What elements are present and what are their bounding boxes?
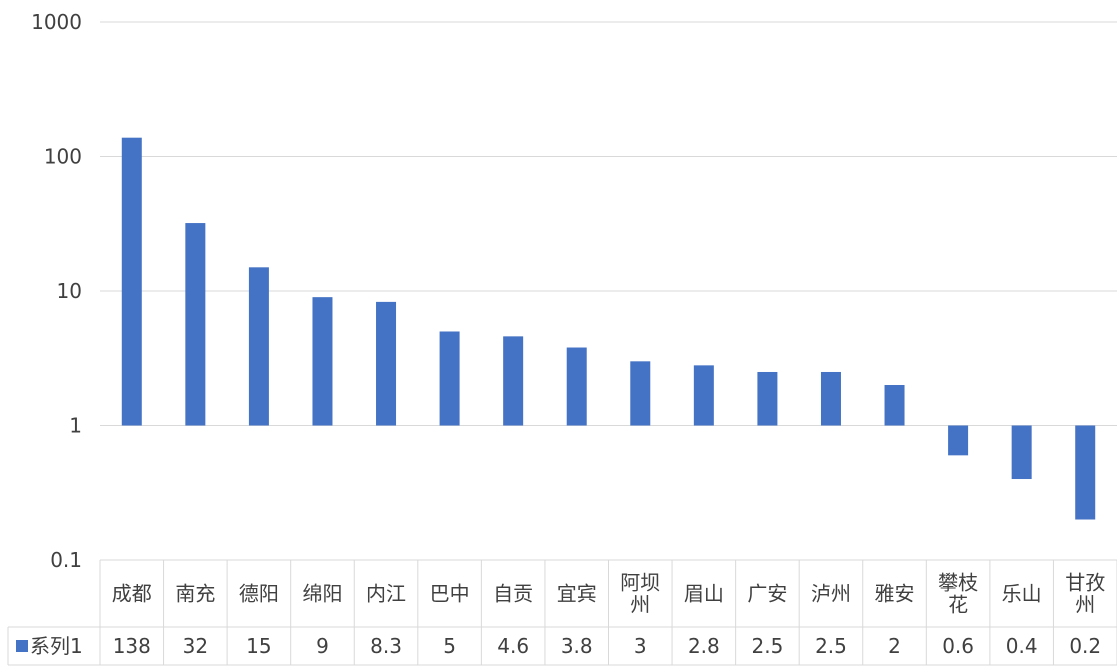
data-label: 15 [246, 634, 271, 658]
bar [503, 336, 524, 426]
category-label: 州 [630, 593, 650, 617]
category-label: 花 [948, 593, 968, 617]
bar [884, 385, 905, 426]
bar [1011, 425, 1032, 480]
bars [121, 137, 1096, 520]
y-axis-ticks: 0.1 1 10 100 1000 [31, 10, 82, 572]
data-label: 4.6 [497, 634, 529, 658]
category-label: 宜宾 [557, 582, 597, 606]
bar [312, 297, 333, 426]
y-tick-label: 1 [69, 414, 82, 438]
data-label: 0.6 [942, 634, 974, 658]
y-tick-label: 100 [44, 145, 82, 169]
data-label: 2.8 [688, 634, 720, 658]
data-label: 9 [316, 634, 329, 658]
data-label: 3 [634, 634, 647, 658]
category-label: 南充 [175, 582, 215, 606]
bar [376, 301, 397, 426]
category-label: 广安 [747, 582, 787, 606]
category-label: 内江 [366, 582, 406, 606]
data-label: 138 [113, 634, 151, 658]
data-label: 32 [183, 634, 208, 658]
category-label: 甘孜 [1065, 571, 1105, 595]
category-label: 乐山 [1002, 582, 1042, 606]
data-label: 0.2 [1069, 634, 1101, 658]
category-label: 州 [1075, 593, 1095, 617]
data-label: 2 [888, 634, 901, 658]
y-tick-label: 1000 [31, 10, 82, 34]
category-label: 巴中 [430, 582, 470, 606]
data-label: 2.5 [752, 634, 784, 658]
category-label: 泸州 [811, 582, 851, 606]
legend-swatch [16, 640, 28, 652]
y-tick-label: 0.1 [50, 548, 82, 572]
bar [185, 223, 206, 426]
category-label: 绵阳 [302, 582, 342, 606]
bar [121, 137, 142, 426]
data-label: 5 [443, 634, 456, 658]
category-label: 雅安 [875, 582, 915, 606]
bar [630, 361, 651, 426]
category-label: 眉山 [684, 582, 724, 606]
category-label: 攀枝 [938, 571, 978, 595]
category-label: 德阳 [239, 582, 279, 606]
legend-series-name: 系列1 [30, 634, 83, 658]
data-label: 0.4 [1006, 634, 1038, 658]
category-label: 自贡 [493, 582, 533, 606]
bar [693, 365, 714, 426]
category-label: 成都 [112, 582, 152, 606]
bar [948, 425, 969, 456]
category-label: 阿坝 [620, 571, 660, 595]
y-tick-label: 10 [57, 279, 82, 303]
bar [757, 371, 778, 426]
bar [1075, 425, 1096, 520]
gridlines [100, 21, 1117, 426]
bar [820, 371, 841, 426]
bar [566, 347, 587, 426]
bar [439, 331, 460, 426]
data-label: 2.5 [815, 634, 847, 658]
data-label: 8.3 [370, 634, 402, 658]
data-label: 3.8 [561, 634, 593, 658]
bar [248, 267, 269, 426]
